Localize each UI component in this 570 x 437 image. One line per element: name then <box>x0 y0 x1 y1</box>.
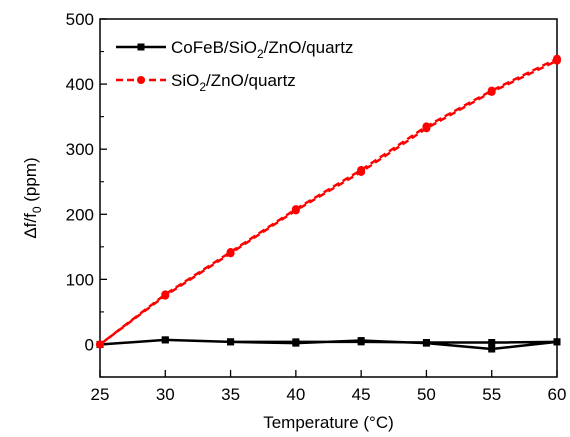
legend-marker <box>137 43 145 51</box>
data-point <box>357 166 366 175</box>
data-point <box>161 336 169 344</box>
y-tick-label: 200 <box>66 205 94 224</box>
legend-label: SiO2/ZnO/quartz <box>171 71 296 94</box>
data-point <box>226 248 235 257</box>
x-axis-title: Temperature (°C) <box>263 413 394 432</box>
series-line <box>99 57 559 346</box>
data-point <box>161 290 170 299</box>
x-tick-label: 35 <box>221 385 240 404</box>
x-tick-label: 30 <box>156 385 175 404</box>
series-layer <box>96 54 561 353</box>
series-line <box>99 338 559 351</box>
data-point <box>488 345 496 353</box>
y-tick-label: 100 <box>66 270 94 289</box>
data-point <box>291 205 300 214</box>
y-tick-label: 0 <box>85 335 94 354</box>
y-axis-title-rest: (ppm) <box>21 157 40 206</box>
x-tick-label: 50 <box>417 385 436 404</box>
legend-label: CoFeB/SiO2/ZnO/quartz <box>171 38 353 61</box>
x-tick-label: 40 <box>286 385 305 404</box>
y-axis-title-main: Δf/f <box>21 213 40 239</box>
data-point <box>292 338 300 346</box>
y-tick-label: 400 <box>66 75 94 94</box>
data-point <box>227 338 235 346</box>
y-tick-label: 300 <box>66 140 94 159</box>
data-point <box>422 122 431 131</box>
x-tick-label: 45 <box>352 385 371 404</box>
series-1 <box>96 336 561 353</box>
y-axis-title: Δf/f0 (ppm) <box>21 157 44 238</box>
x-tick-label: 60 <box>548 385 567 404</box>
data-point <box>553 338 561 346</box>
series-2 <box>96 54 561 349</box>
axis-ticks: 25 30 35 40 45 50 55 60 0 100 200 300 400 500 <box>66 10 567 404</box>
plot-frame <box>99 18 558 378</box>
x-tick-label: 25 <box>91 385 110 404</box>
data-point <box>96 340 104 349</box>
x-tick-label: 55 <box>482 385 501 404</box>
legend: CoFeB/SiO2/ZnO/quartz SiO2/ZnO/quartz <box>116 38 353 94</box>
data-point <box>422 339 430 347</box>
y-tick-label: 500 <box>66 10 94 29</box>
data-point <box>487 86 496 95</box>
legend-marker <box>137 76 145 84</box>
data-point <box>357 338 365 346</box>
data-point <box>553 54 561 63</box>
y-axis-title-sub: 0 <box>30 206 44 213</box>
data-point <box>488 339 496 347</box>
